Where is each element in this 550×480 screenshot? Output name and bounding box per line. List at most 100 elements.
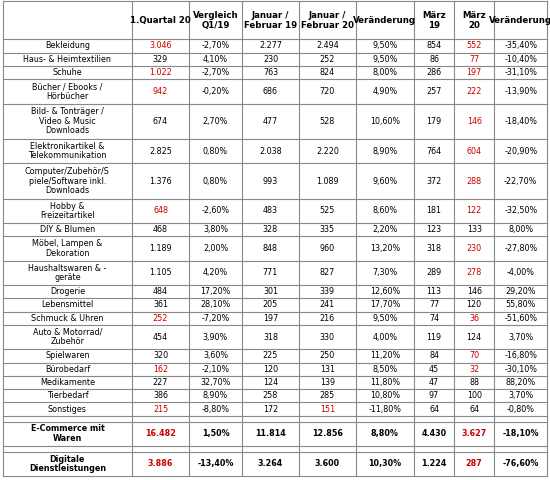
Text: 250: 250 [320,351,335,360]
Text: 1.105: 1.105 [149,268,172,277]
Text: -7,20%: -7,20% [201,314,230,323]
Text: 2,70%: 2,70% [203,117,228,126]
Text: 17,20%: 17,20% [200,287,230,296]
Text: 2,20%: 2,20% [372,225,398,234]
Text: 1.224: 1.224 [421,459,447,468]
Text: 133: 133 [467,225,482,234]
Text: Veränderung: Veränderung [354,16,416,24]
Text: 9,50%: 9,50% [372,55,398,64]
Text: 2.277: 2.277 [259,41,282,50]
Text: Drogerie: Drogerie [50,287,85,296]
Text: 942: 942 [153,87,168,96]
Text: 225: 225 [263,351,278,360]
Text: Spielwaren: Spielwaren [45,351,90,360]
Text: 301: 301 [263,287,278,296]
Text: 124: 124 [466,333,482,342]
Text: 230: 230 [466,244,482,253]
Text: 124: 124 [263,378,278,387]
Text: 330: 330 [320,333,335,342]
Text: -30,10%: -30,10% [504,365,537,373]
Text: Bücher / Ebooks /
Hörbücher: Bücher / Ebooks / Hörbücher [32,82,103,101]
Text: Schmuck & Uhren: Schmuck & Uhren [31,314,103,323]
Text: 258: 258 [263,391,278,400]
Text: 11,20%: 11,20% [370,351,400,360]
Text: 993: 993 [263,177,278,185]
Text: 32,70%: 32,70% [200,378,230,387]
Text: -32,50%: -32,50% [504,206,537,216]
Text: 29,20%: 29,20% [505,287,536,296]
Text: 824: 824 [320,68,335,77]
Text: 205: 205 [263,300,278,310]
Text: 3,90%: 3,90% [203,333,228,342]
Text: -11,80%: -11,80% [368,405,402,413]
Text: 278: 278 [466,268,482,277]
Text: 12,60%: 12,60% [370,287,400,296]
Text: -2,70%: -2,70% [201,68,230,77]
Text: 2.038: 2.038 [259,146,282,156]
Text: 286: 286 [426,68,442,77]
Text: Möbel, Lampen &
Dekoration: Möbel, Lampen & Dekoration [32,239,103,258]
Text: 848: 848 [263,244,278,253]
Text: 525: 525 [320,206,335,216]
Text: -2,70%: -2,70% [201,41,230,50]
Text: 257: 257 [426,87,442,96]
Text: Veränderung: Veränderung [490,16,550,24]
Text: 11,80%: 11,80% [370,378,400,387]
Text: 372: 372 [426,177,442,185]
Text: 162: 162 [153,365,168,373]
Text: E-Commerce mit
Waren: E-Commerce mit Waren [31,424,104,443]
Text: 320: 320 [153,351,168,360]
Text: 131: 131 [320,365,335,373]
Text: 146: 146 [467,287,482,296]
Text: 88: 88 [469,378,479,387]
Text: 648: 648 [153,206,168,216]
Text: 960: 960 [320,244,335,253]
Text: -10,40%: -10,40% [504,55,537,64]
Text: 335: 335 [320,225,335,234]
Text: 3.600: 3.600 [315,459,340,468]
Text: 28,10%: 28,10% [200,300,230,310]
Text: 227: 227 [153,378,168,387]
Text: 454: 454 [153,333,168,342]
Text: Hobby &
Freizeitartikel: Hobby & Freizeitartikel [40,202,95,220]
Text: 1.189: 1.189 [149,244,172,253]
Text: -51,60%: -51,60% [504,314,537,323]
Text: 120: 120 [263,365,278,373]
Text: 215: 215 [153,405,168,413]
Text: -35,40%: -35,40% [504,41,537,50]
Text: 318: 318 [427,244,442,253]
Text: 100: 100 [467,391,482,400]
Text: 4,00%: 4,00% [372,333,398,342]
Text: 70: 70 [469,351,479,360]
Text: -2,10%: -2,10% [201,365,229,373]
Text: 64: 64 [429,405,439,413]
Text: 74: 74 [429,314,439,323]
Text: 10,80%: 10,80% [370,391,400,400]
Text: Digitale
Dienstleistungen: Digitale Dienstleistungen [29,455,106,473]
Text: 119: 119 [426,333,442,342]
Text: 139: 139 [320,378,335,387]
Text: 36: 36 [469,314,479,323]
Text: 97: 97 [429,391,439,400]
Text: Bild- & Tonträger /
Video & Music
Downloads: Bild- & Tonträger / Video & Music Downlo… [31,107,104,135]
Text: -0,80%: -0,80% [507,405,535,413]
Text: Sonstiges: Sonstiges [48,405,87,413]
Text: 763: 763 [263,68,278,77]
Text: 3.886: 3.886 [148,459,173,468]
Text: 77: 77 [429,300,439,310]
Text: 8,80%: 8,80% [371,429,399,438]
Text: 339: 339 [320,287,335,296]
Text: 329: 329 [153,55,168,64]
Text: 484: 484 [153,287,168,296]
Text: 2.825: 2.825 [149,146,172,156]
Text: -18,40%: -18,40% [504,117,537,126]
Text: 32: 32 [469,365,479,373]
Text: -20,90%: -20,90% [504,146,537,156]
Text: 386: 386 [153,391,168,400]
Text: 8,90%: 8,90% [372,146,398,156]
Text: 720: 720 [320,87,335,96]
Text: 2.494: 2.494 [316,41,339,50]
Text: 468: 468 [153,225,168,234]
Text: -22,70%: -22,70% [504,177,537,185]
Text: 0,80%: 0,80% [203,177,228,185]
